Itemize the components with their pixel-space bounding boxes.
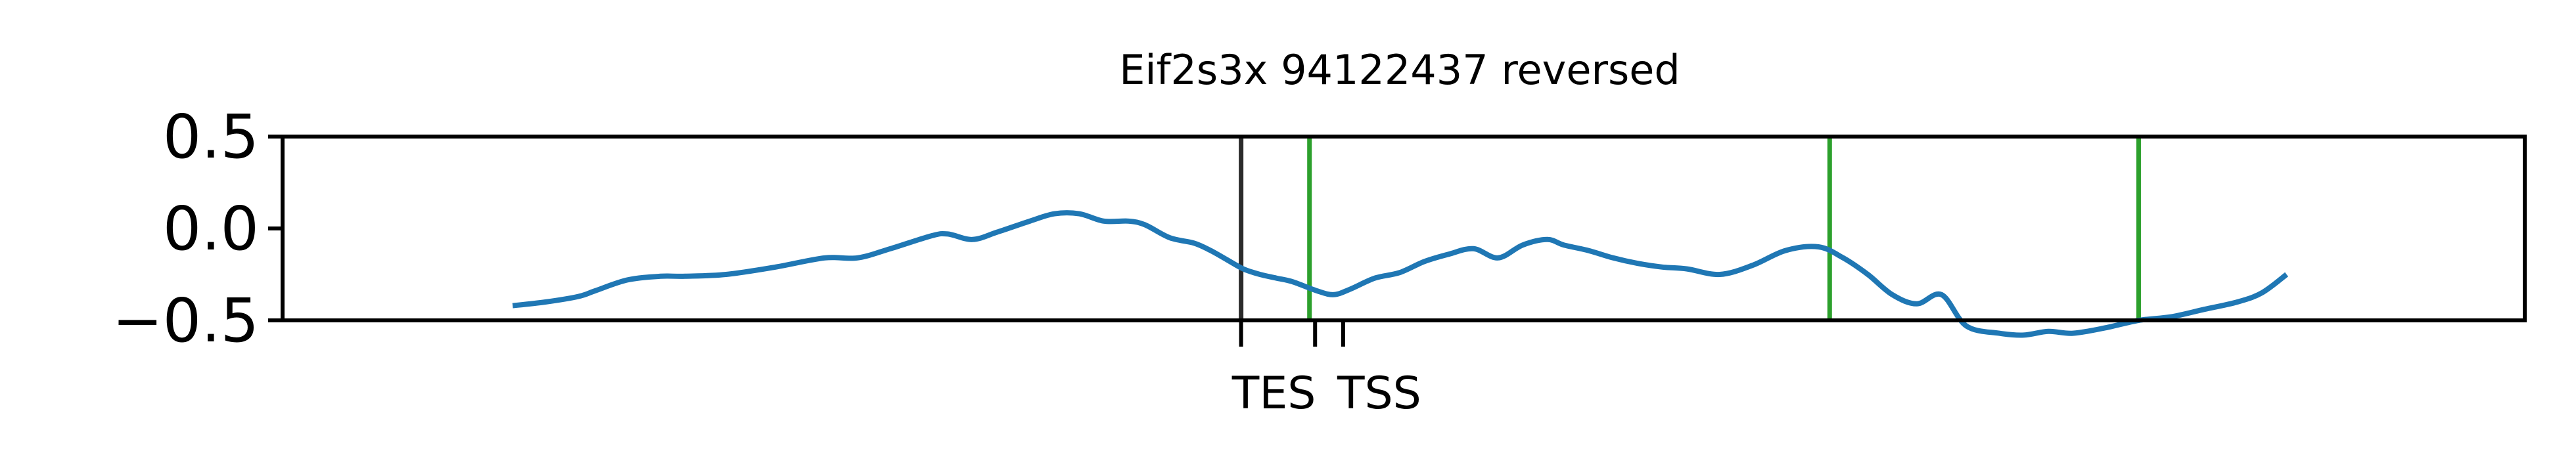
y-tick-label: 0.5 xyxy=(163,102,259,172)
chart-title: Eif2s3x 94122437 reversed xyxy=(1119,46,1680,94)
x-axis: TES TSS xyxy=(1231,320,1421,420)
x-tick-label: TSS xyxy=(1337,368,1421,420)
y-tick-label: 0.0 xyxy=(163,194,259,264)
x-tick-label: TES xyxy=(1231,368,1316,420)
plot-area-frame xyxy=(281,135,2527,322)
y-tick-label: −0.5 xyxy=(112,286,259,356)
series-layer xyxy=(512,210,2289,338)
series-line-1 xyxy=(512,210,2289,338)
y-axis: 0.5 0.0 −0.5 xyxy=(112,102,283,356)
vertical-markers xyxy=(1239,137,2141,320)
